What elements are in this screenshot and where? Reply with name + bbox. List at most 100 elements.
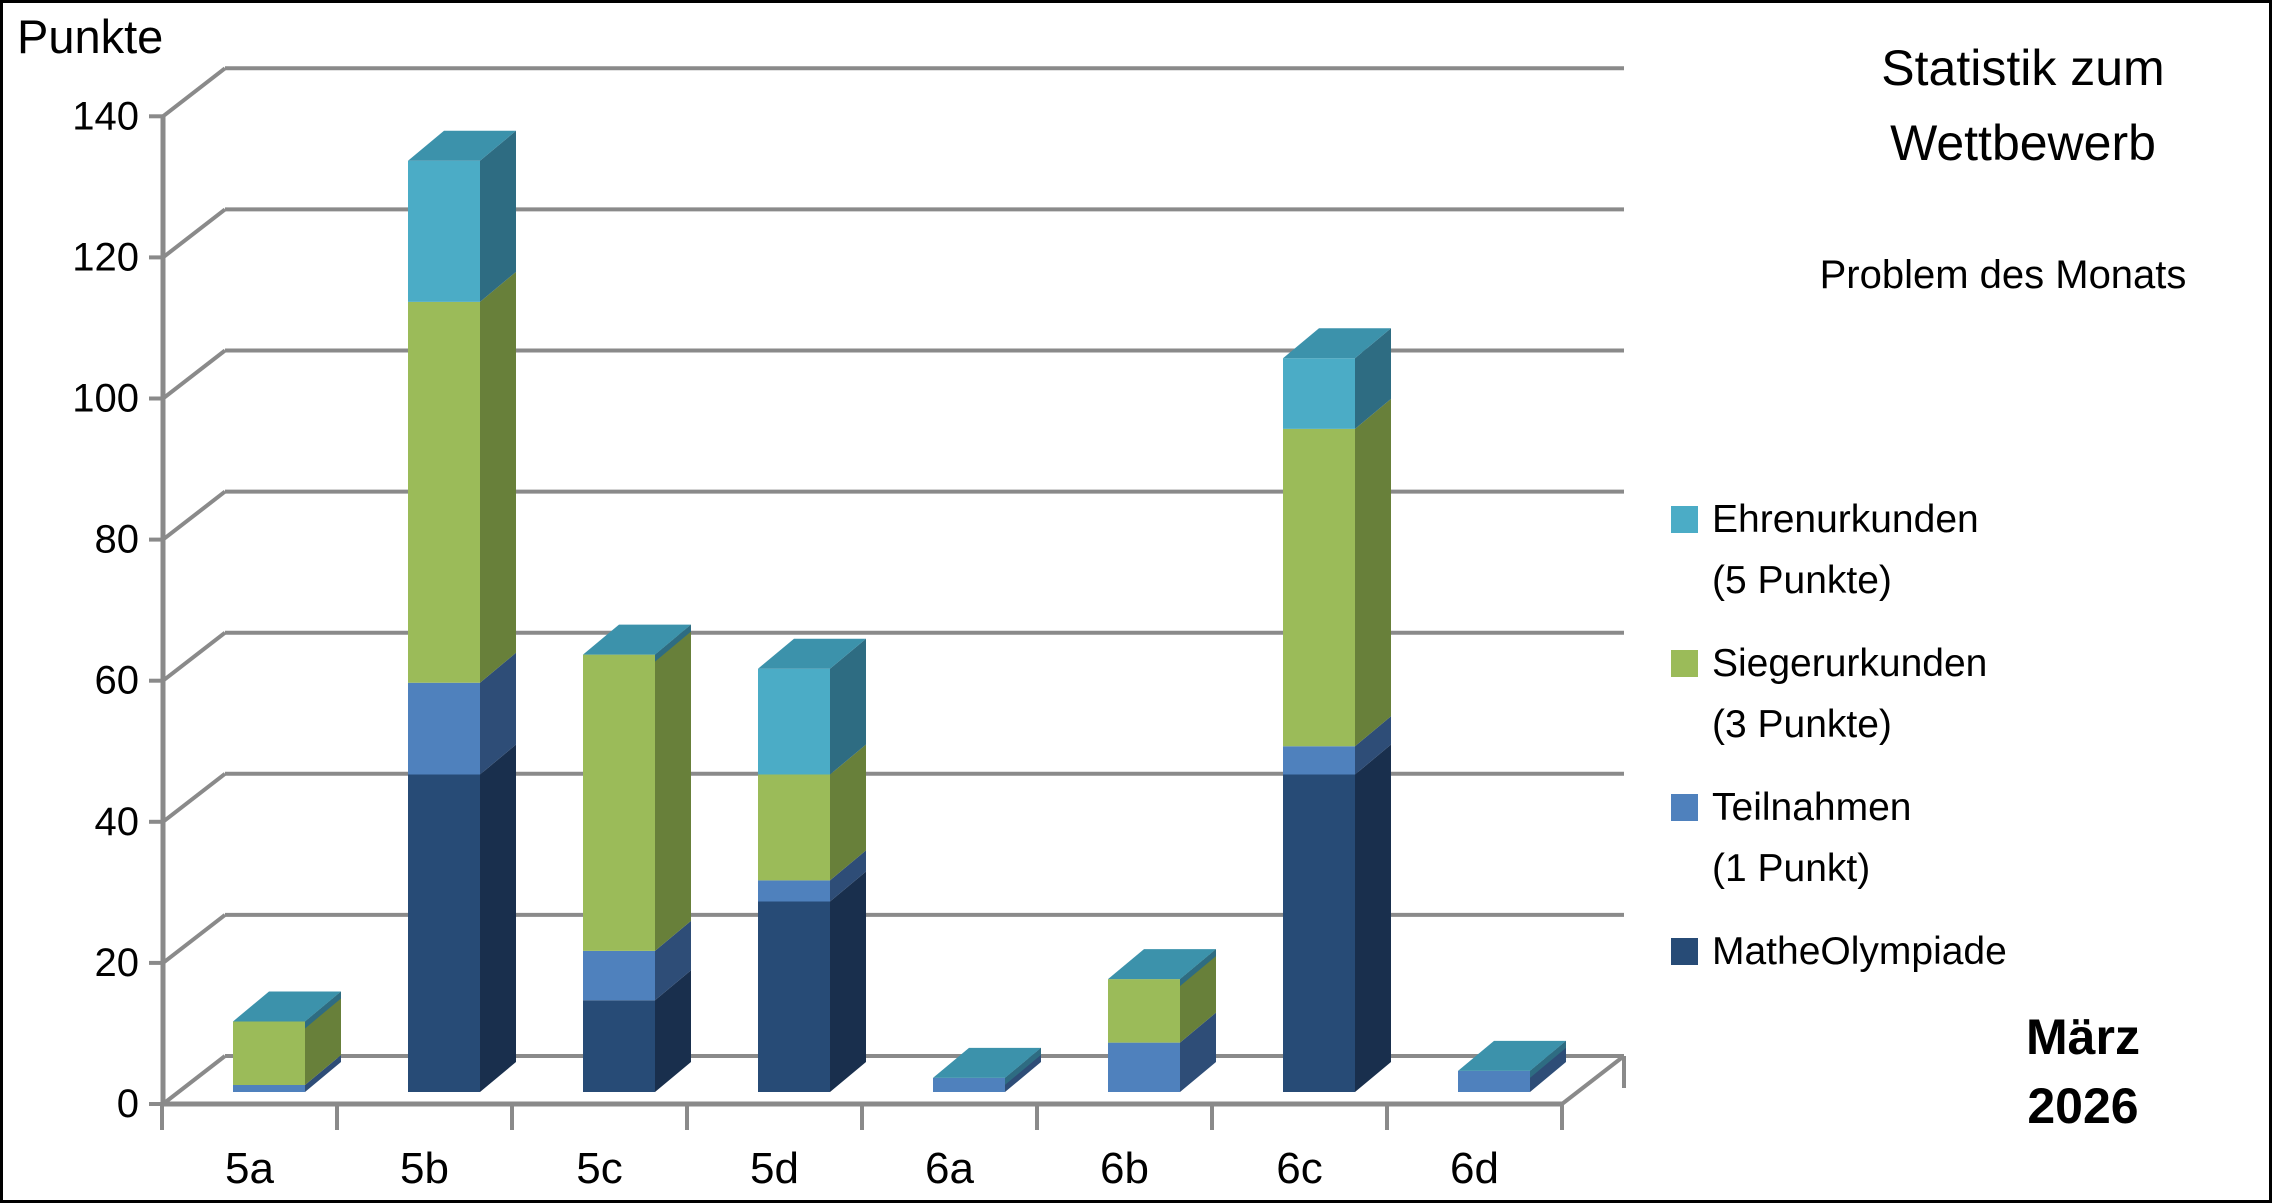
- legend-sublabel: (1 Punkt): [1712, 847, 1871, 890]
- floor-left-edge: [161, 1054, 227, 1106]
- legend-sublabel: (5 Punkte): [1712, 559, 1892, 602]
- bar-top-face: [583, 624, 691, 655]
- bar-top-face: [1283, 328, 1391, 359]
- x-category-label: 5b: [400, 1144, 449, 1193]
- chart-title-line2: Wettbewerb: [1890, 115, 2156, 171]
- stacked-bar-3d-chart: 0 20 40 60 80 100 120 140 5a 5b 5c 5d 6a 6b 6c 6d: [72, 66, 1626, 1193]
- bar-segment-front: [758, 668, 830, 775]
- gridline-bend: [161, 66, 227, 118]
- legend-sublabel: (3 Punkte): [1712, 703, 1892, 746]
- x-category-label: 5a: [225, 1144, 274, 1193]
- legend-swatch-icon: [1671, 506, 1698, 533]
- bar-segment-front: [583, 654, 655, 951]
- bar-segment-side: [655, 970, 691, 1092]
- chart-legend: Ehrenurkunden (5 Punkte) Siegerurkunden (3 …: [1671, 500, 2251, 1015]
- bar-segment-front: [408, 774, 480, 1092]
- bar-segment-front: [758, 774, 830, 881]
- bar-segment-side: [480, 271, 516, 683]
- bar-segment-side: [830, 638, 866, 775]
- legend-swatch-icon: [1671, 794, 1698, 821]
- bar-segment-side: [830, 850, 866, 902]
- bar-segment-side: [1355, 744, 1391, 1092]
- y-tick-label: 0: [117, 1082, 139, 1126]
- chart-subtitle: Problem des Monats: [1819, 253, 2187, 297]
- y-tick-label: 80: [95, 518, 140, 562]
- legend-label: Ehrenurkunden: [1712, 498, 1979, 541]
- bar-segment-side: [655, 624, 691, 951]
- legend-swatch-icon: [1671, 938, 1698, 965]
- bar-segment-front: [933, 1077, 1005, 1092]
- bar-segment-front: [408, 301, 480, 683]
- bar-segment-side: [1180, 1012, 1216, 1092]
- floor-right-edge: [1560, 1054, 1626, 1106]
- y-axis-title: Punkte: [17, 10, 164, 63]
- chart-title-line1: Statistik zum: [1881, 40, 2165, 96]
- legend-item: Ehrenurkunden (5 Punkte): [1671, 500, 2251, 600]
- bar-segment-side: [480, 744, 516, 1092]
- legend-item: Teilnahmen (1 Punkt): [1671, 788, 2251, 888]
- bar-segment-side: [830, 871, 866, 1092]
- bar-segment-front: [408, 160, 480, 302]
- bar-top-face: [233, 991, 341, 1022]
- bar-segment-front: [1108, 1042, 1180, 1092]
- bar-top-face: [1458, 1040, 1566, 1071]
- period-month: März: [2026, 1009, 2140, 1065]
- gridline-bend: [161, 207, 227, 259]
- y-tick-label: 40: [95, 800, 140, 844]
- legend-item: Siegerurkunden (3 Punkte): [1671, 644, 2251, 744]
- bar-segment-side: [1355, 328, 1391, 429]
- bar-segment-front: [1108, 979, 1180, 1043]
- legend-label: Teilnahmen: [1712, 786, 1912, 829]
- legend-label: Siegerurkunden: [1712, 642, 1988, 685]
- bar-segment-front: [1458, 1070, 1530, 1092]
- period-year: 2026: [2027, 1078, 2139, 1134]
- bar-top-face: [933, 1047, 1041, 1078]
- bar-segment-side: [480, 130, 516, 302]
- x-category-label: 5c: [576, 1144, 622, 1193]
- bar-segment-front: [758, 901, 830, 1092]
- period-label: März 2026: [1953, 1003, 2213, 1141]
- chart-title: Statistik zum Wettbewerb: [1793, 31, 2253, 181]
- bar-segment-side: [305, 1054, 341, 1092]
- bar-segment-side: [480, 652, 516, 775]
- bar-segment-side: [1355, 716, 1391, 775]
- y-tick-label: 120: [72, 235, 139, 279]
- legend-label: MatheOlympiade: [1712, 930, 2007, 973]
- bar-segment-front: [583, 1000, 655, 1092]
- bar-segment-front: [758, 880, 830, 902]
- bar-cap-side: [1180, 949, 1216, 987]
- x-category-label: 5d: [750, 1144, 799, 1193]
- bar-cap-side: [1005, 1047, 1041, 1085]
- bar-cap-side: [1530, 1040, 1566, 1078]
- gridline-bend: [161, 348, 227, 401]
- y-tick-label: 20: [95, 941, 140, 985]
- legend-item: MatheOlympiade: [1671, 932, 2251, 971]
- bar-cap-side: [655, 624, 691, 662]
- legend-swatch-icon: [1671, 650, 1698, 677]
- bar-segment-side: [830, 744, 866, 881]
- bar-top-face: [758, 638, 866, 669]
- bar-segment-front: [233, 1021, 305, 1085]
- bar-segment-front: [233, 1084, 305, 1092]
- bar-top-face: [408, 130, 516, 161]
- gridline-bend: [161, 490, 227, 542]
- bar-cap-side: [305, 991, 341, 1029]
- y-tick-label: 140: [72, 94, 139, 138]
- gridline-bend: [161, 913, 227, 965]
- bar-segment-front: [1283, 746, 1355, 775]
- bar-segment-side: [1355, 398, 1391, 747]
- bar-segment-front: [1283, 774, 1355, 1092]
- y-tick-label: 100: [72, 377, 139, 421]
- bar-segment-side: [655, 920, 691, 1001]
- bar-top-face: [1108, 949, 1216, 980]
- x-category-label: 6b: [1100, 1144, 1149, 1193]
- x-category-label: 6a: [925, 1144, 974, 1193]
- bar-segment-front: [1283, 428, 1355, 747]
- y-tick-label: 60: [95, 659, 140, 703]
- gridline-bend: [161, 631, 227, 683]
- bar-segment-front: [583, 950, 655, 1001]
- x-category-label: 6d: [1450, 1144, 1499, 1193]
- gridline-bend: [161, 772, 227, 824]
- bar-segment-front: [1283, 358, 1355, 429]
